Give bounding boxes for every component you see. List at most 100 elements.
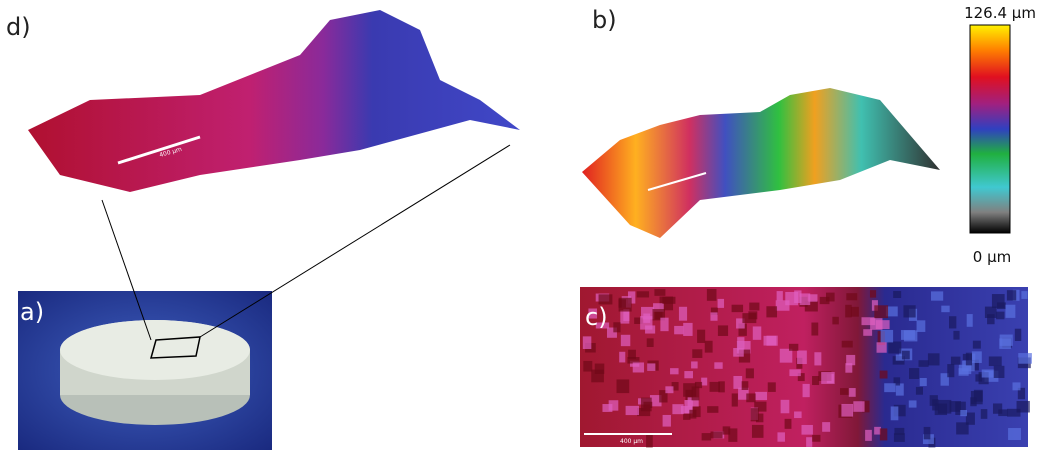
texture-pixel xyxy=(628,349,636,359)
texture-pixel xyxy=(717,325,729,336)
texture-pixel xyxy=(608,400,619,411)
texture-pixel xyxy=(738,349,751,363)
texture-pixel xyxy=(694,381,703,389)
texture-pixel xyxy=(965,412,975,425)
texture-pixel xyxy=(777,432,785,442)
texture-pixel xyxy=(850,306,859,317)
texture-pixel xyxy=(845,363,853,373)
texture-pixel xyxy=(623,309,630,322)
texture-pixel xyxy=(691,386,700,401)
texture-pixel xyxy=(722,426,731,435)
texture-pixel xyxy=(738,387,749,400)
texture-pixel xyxy=(984,306,997,318)
texture-pixel xyxy=(1012,382,1021,391)
texture-pixel xyxy=(970,390,983,405)
texture-pixel xyxy=(908,368,920,379)
texture-pixel xyxy=(804,300,818,312)
texture-pixel xyxy=(845,304,852,318)
texture-pixel xyxy=(953,330,960,340)
texture-pixel xyxy=(602,404,613,412)
texture-pixel xyxy=(710,307,718,315)
texture-pixel xyxy=(689,409,697,419)
texture-pixel xyxy=(999,338,1011,349)
texture-pixel xyxy=(1006,290,1017,301)
texture-pixel xyxy=(692,349,703,358)
texture-pixel xyxy=(697,329,706,343)
texture-pixel xyxy=(812,434,821,442)
texture-pixel xyxy=(754,401,767,412)
texture-pixel xyxy=(733,348,744,357)
texture-pixel xyxy=(687,397,699,407)
texture-pixel xyxy=(707,406,719,413)
texture-pixel xyxy=(884,383,896,393)
texture-pixel xyxy=(779,348,793,363)
texture-pixel xyxy=(755,413,764,423)
texture-pixel xyxy=(962,360,975,372)
texture-pixel xyxy=(869,290,877,298)
texture-pixel xyxy=(861,317,876,326)
texture-pixel xyxy=(670,368,679,375)
texture-pixel xyxy=(684,371,693,379)
texture-pixel xyxy=(802,383,810,398)
texture-pixel xyxy=(718,381,725,393)
texture-pixel xyxy=(646,434,653,448)
texture-pixel xyxy=(991,294,1005,308)
texture-pixel xyxy=(801,424,813,435)
texture-pixel xyxy=(751,424,764,438)
texture-pixel xyxy=(987,314,995,325)
texture-pixel xyxy=(863,329,873,336)
texture-pixel xyxy=(814,352,822,366)
texture-pixel xyxy=(692,406,701,418)
texture-pixel xyxy=(890,406,899,421)
texture-pixel xyxy=(683,413,691,420)
texture-pixel xyxy=(811,322,819,336)
texture-pixel xyxy=(956,422,969,435)
texture-pixel xyxy=(794,290,802,304)
texture-pixel xyxy=(821,372,835,384)
texture-pixel xyxy=(888,341,902,354)
texture-pixel xyxy=(714,362,723,369)
texture-pixel xyxy=(588,308,598,319)
texture-pixel xyxy=(862,400,870,413)
texture-pixel xyxy=(652,309,666,321)
texture-pixel xyxy=(678,306,688,321)
texture-pixel xyxy=(1007,408,1021,417)
texture-pixel xyxy=(996,311,1005,320)
texture-pixel xyxy=(704,340,713,353)
texture-pixel xyxy=(619,351,626,363)
texture-pixel xyxy=(950,356,961,365)
texture-pixel xyxy=(874,305,889,319)
connector xyxy=(101,199,152,341)
texture-pixel xyxy=(895,383,904,396)
texture-pixel xyxy=(903,305,916,318)
connector xyxy=(199,144,511,338)
texture-pixel xyxy=(840,388,850,395)
texture-pixel xyxy=(710,312,718,321)
texture-pixel xyxy=(949,401,961,412)
texture-pixel xyxy=(659,390,668,403)
texture-pixel xyxy=(893,377,901,386)
texture-pixel xyxy=(627,357,640,364)
texture-pixel xyxy=(767,382,776,392)
texture-pixel xyxy=(1008,428,1021,441)
texture-pixel xyxy=(949,316,957,329)
texture-pixel xyxy=(962,353,972,360)
texture-pixel xyxy=(776,291,783,301)
texture-pixel xyxy=(636,291,650,298)
texture-pixel xyxy=(595,322,610,329)
texture-pixel xyxy=(919,377,927,387)
texture-pixel xyxy=(674,325,684,335)
texture-pixel xyxy=(731,393,738,407)
texture-pixel xyxy=(750,408,759,422)
panel-label: b) xyxy=(592,6,617,34)
texture-pixel xyxy=(766,306,778,318)
region-box xyxy=(150,336,201,359)
texture-pixel xyxy=(752,326,762,340)
texture-pixel xyxy=(880,329,894,343)
texture-pixel xyxy=(646,338,654,347)
texture-pixel xyxy=(613,322,621,333)
texture-pixel xyxy=(853,401,865,412)
texture-pixel xyxy=(894,427,905,435)
texture-pixel xyxy=(742,313,757,324)
texture-pixel xyxy=(701,433,712,441)
